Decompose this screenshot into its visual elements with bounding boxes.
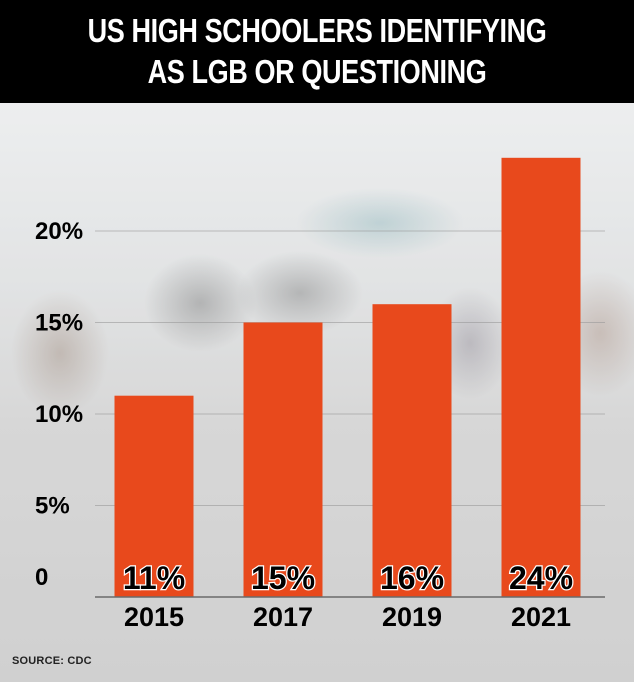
y-tick-label-5: 5% [35, 493, 70, 520]
title-band: US HIGH SCHOOLERS IDENTIFYING AS LGB OR … [0, 0, 634, 103]
x-tick-label-2017: 2017 [253, 602, 313, 632]
x-tick-label-2015: 2015 [124, 602, 184, 632]
data-label-2021: 24% [509, 560, 573, 596]
chart-title-line-2: AS LGB OR QUESTIONING [147, 53, 487, 90]
data-label-2015: 11% [123, 560, 185, 596]
bar-2015 [114, 395, 194, 597]
y-tick-label-20: 20% [35, 218, 83, 245]
y-tick-label-0: 0 [35, 564, 48, 591]
x-tick-label-2021: 2021 [511, 602, 571, 632]
bar-2019 [372, 304, 452, 597]
chart-title-line-1: US HIGH SCHOOLERS IDENTIFYING [87, 12, 547, 49]
y-tick-label-10: 10% [35, 401, 83, 428]
data-label-2019: 16% [380, 560, 444, 596]
x-tick-label-2019: 2019 [382, 602, 442, 632]
y-tick-label-15: 15% [35, 310, 83, 337]
source-note: SOURCE: CDC [12, 655, 92, 667]
bar-2017 [243, 322, 323, 597]
data-label-2017: 15% [251, 560, 315, 596]
bar-2021 [501, 157, 581, 598]
